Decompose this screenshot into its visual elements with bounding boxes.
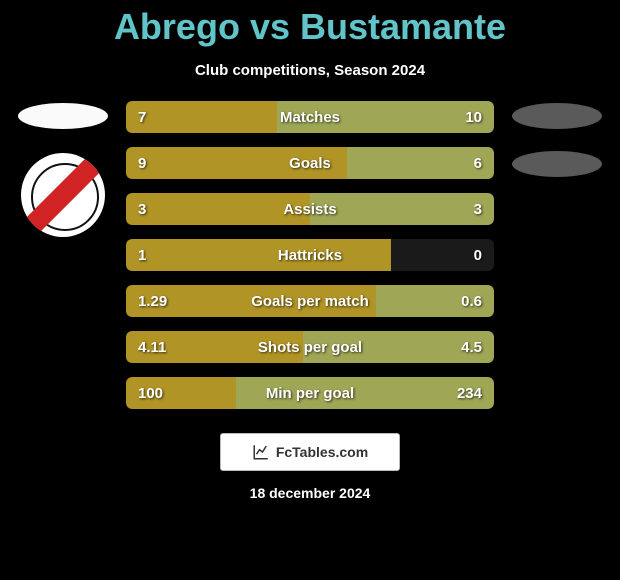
player-right-oval-1 [512,103,602,129]
player-left-oval [18,103,108,129]
stat-label: Matches [126,109,494,126]
stat-label: Shots per goal [126,339,494,356]
right-badge-column [502,101,612,177]
comparison-title: Abrego vs Bustamante [0,0,620,48]
left-badge-column [8,101,118,237]
player-right-oval-2 [512,151,602,177]
stat-bar-row: 33Assists [126,193,494,225]
stat-label: Goals per match [126,293,494,310]
comparison-subtitle: Club competitions, Season 2024 [0,62,620,79]
footer-logo: FcTables.com [220,433,400,471]
club-badge-left [21,153,105,237]
content-row: 710Matches 96Goals 33Assists 10Hattricks 1.2… [0,101,620,409]
stat-bar-row: 100234Min per goal [126,377,494,409]
stat-bar-row: 96Goals [126,147,494,179]
footer-date: 18 december 2024 [0,485,620,501]
chart-icon [252,443,270,461]
club-badge-sash [21,153,105,237]
stat-label: Hattricks [126,247,494,264]
stat-bar-row: 4.114.5Shots per goal [126,331,494,363]
stat-bar-row: 710Matches [126,101,494,133]
stat-bars: 710Matches 96Goals 33Assists 10Hattricks 1.2… [118,101,502,409]
stat-label: Assists [126,201,494,218]
stat-bar-row: 10Hattricks [126,239,494,271]
stat-bar-row: 1.290.6Goals per match [126,285,494,317]
stat-label: Goals [126,155,494,172]
footer-logo-text: FcTables.com [276,444,368,460]
stat-label: Min per goal [126,385,494,402]
